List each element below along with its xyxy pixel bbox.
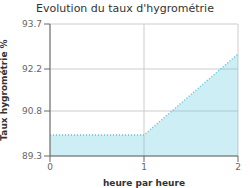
svg-text:0: 0 xyxy=(47,162,53,172)
svg-text:1: 1 xyxy=(141,162,147,172)
svg-text:heure par heure: heure par heure xyxy=(103,178,185,188)
html-text:Evolution du taux d'hygrométri: Evolution du taux d'hygrométrie xyxy=(36,2,214,15)
svg-text:92.2: 92.2 xyxy=(22,64,42,74)
svg-text:90.8: 90.8 xyxy=(22,106,42,116)
svg-text:2: 2 xyxy=(235,162,241,172)
svg-text:Taux hygrométrie %: Taux hygrométrie % xyxy=(0,39,9,140)
svg-text:93.7: 93.7 xyxy=(22,19,42,29)
svg-text:89.3: 89.3 xyxy=(22,151,42,161)
